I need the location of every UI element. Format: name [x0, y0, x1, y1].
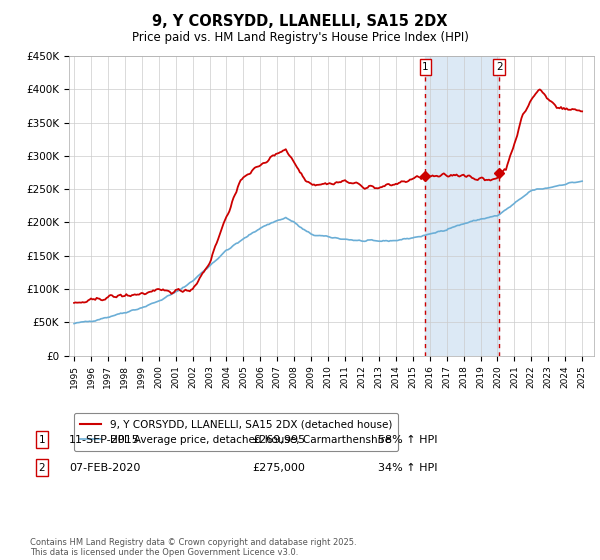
Text: £269,995: £269,995	[252, 435, 305, 445]
Text: 2: 2	[496, 62, 502, 72]
Text: Contains HM Land Registry data © Crown copyright and database right 2025.
This d: Contains HM Land Registry data © Crown c…	[30, 538, 356, 557]
Text: 58% ↑ HPI: 58% ↑ HPI	[378, 435, 437, 445]
Text: £275,000: £275,000	[252, 463, 305, 473]
Text: Price paid vs. HM Land Registry's House Price Index (HPI): Price paid vs. HM Land Registry's House …	[131, 31, 469, 44]
Text: 11-SEP-2015: 11-SEP-2015	[69, 435, 140, 445]
Text: 1: 1	[422, 62, 429, 72]
Text: 2: 2	[38, 463, 46, 473]
Bar	[425, 56, 499, 356]
Text: 07-FEB-2020: 07-FEB-2020	[69, 463, 140, 473]
Text: 1: 1	[38, 435, 46, 445]
Legend: 9, Y CORSYDD, LLANELLI, SA15 2DX (detached house), HPI: Average price, detached : 9, Y CORSYDD, LLANELLI, SA15 2DX (detach…	[74, 413, 398, 451]
Text: 34% ↑ HPI: 34% ↑ HPI	[378, 463, 437, 473]
Text: 9, Y CORSYDD, LLANELLI, SA15 2DX: 9, Y CORSYDD, LLANELLI, SA15 2DX	[152, 14, 448, 29]
